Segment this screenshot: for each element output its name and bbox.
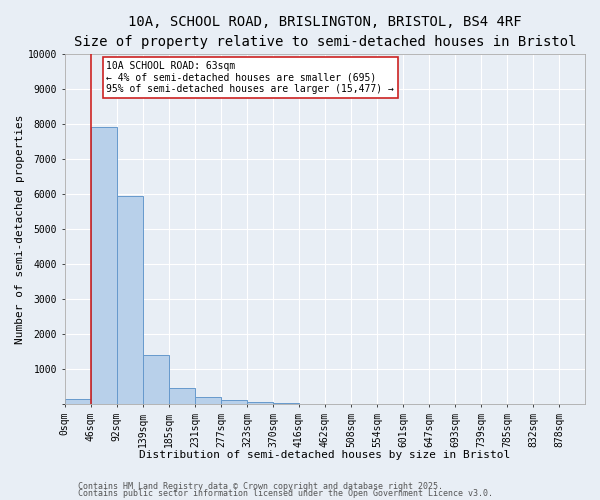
X-axis label: Distribution of semi-detached houses by size in Bristol: Distribution of semi-detached houses by …	[139, 450, 511, 460]
Bar	[195, 396, 221, 404]
Y-axis label: Number of semi-detached properties: Number of semi-detached properties	[15, 114, 25, 344]
Bar	[91, 128, 117, 404]
Bar	[273, 403, 299, 404]
Bar	[143, 356, 169, 405]
Text: Contains public sector information licensed under the Open Government Licence v3: Contains public sector information licen…	[78, 490, 493, 498]
Bar	[169, 388, 195, 404]
Bar	[65, 399, 91, 404]
Bar	[117, 196, 143, 404]
Text: 10A SCHOOL ROAD: 63sqm
← 4% of semi-detached houses are smaller (695)
95% of sem: 10A SCHOOL ROAD: 63sqm ← 4% of semi-deta…	[106, 61, 394, 94]
Bar	[247, 402, 273, 404]
Title: 10A, SCHOOL ROAD, BRISLINGTON, BRISTOL, BS4 4RF
Size of property relative to sem: 10A, SCHOOL ROAD, BRISLINGTON, BRISTOL, …	[74, 15, 576, 48]
Text: Contains HM Land Registry data © Crown copyright and database right 2025.: Contains HM Land Registry data © Crown c…	[78, 482, 443, 491]
Bar	[221, 400, 247, 404]
